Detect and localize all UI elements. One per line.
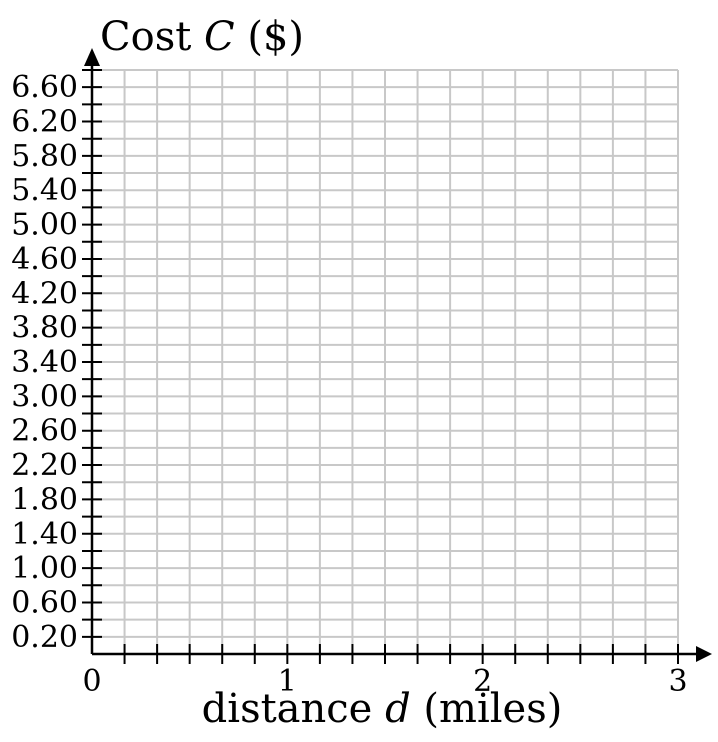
y-ticks xyxy=(82,69,102,638)
y-tick-label: 0.20 xyxy=(11,620,78,655)
y-tick-label: 4.20 xyxy=(11,276,78,311)
y-tick-label: 0.60 xyxy=(11,585,78,620)
y-tick-label: 6.60 xyxy=(11,70,78,105)
y-tick-label: 1.40 xyxy=(11,517,78,552)
x-ticks xyxy=(123,644,679,664)
x-tick-labels: 0 1 2 3 xyxy=(82,664,687,699)
y-tick-label: 3.40 xyxy=(11,345,78,380)
y-tick-label: 1.80 xyxy=(11,482,78,517)
y-tick-label: 5.80 xyxy=(11,139,78,174)
x-tick-label: 1 xyxy=(278,664,297,699)
y-tick-label: 2.60 xyxy=(11,414,78,449)
x-tick-label: 0 xyxy=(82,664,101,699)
y-tick-label: 5.00 xyxy=(11,208,78,243)
grid xyxy=(92,69,679,654)
y-tick-label: 1.00 xyxy=(11,551,78,586)
x-tick-label: 3 xyxy=(668,664,687,699)
y-tick-label: 3.80 xyxy=(11,311,78,346)
y-tick-label: 4.60 xyxy=(11,242,78,277)
y-tick-labels: 0.200.601.001.401.802.202.603.003.403.80… xyxy=(11,70,78,655)
y-axis-arrow xyxy=(84,48,100,66)
x-axis-arrow xyxy=(696,646,712,662)
y-axis-title: Cost C ($) xyxy=(100,14,304,60)
y-tick-label: 3.00 xyxy=(11,379,78,414)
x-tick-label: 2 xyxy=(473,664,492,699)
y-tick-label: 6.20 xyxy=(11,105,78,140)
x-axis-title: distance d (miles) xyxy=(202,686,563,732)
axes xyxy=(84,48,712,662)
y-tick-label: 2.20 xyxy=(11,448,78,483)
y-tick-label: 5.40 xyxy=(11,173,78,208)
